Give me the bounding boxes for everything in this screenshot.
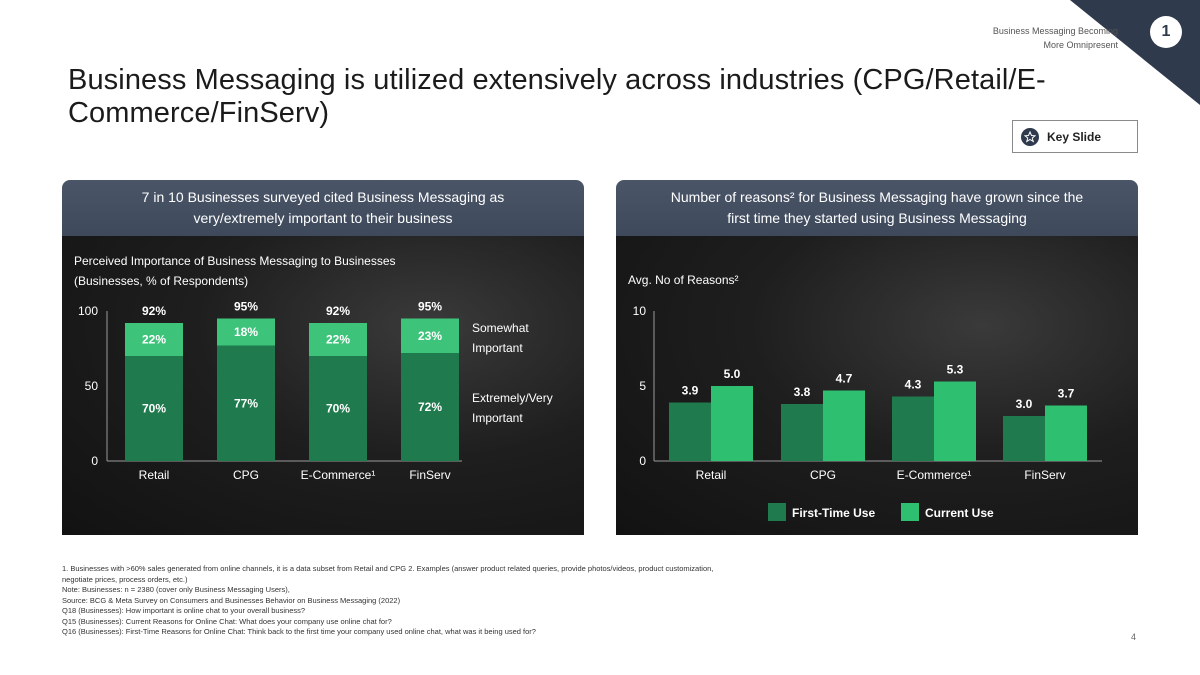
category-label: CPG <box>233 468 259 482</box>
bar-segment-extremely-important <box>217 345 275 461</box>
bar-segment-somewhat-important <box>401 318 459 353</box>
bar-current-use <box>711 386 753 461</box>
bar-current-use <box>934 381 976 461</box>
data-label: 3.7 <box>1058 387 1075 401</box>
category-label: FinServ <box>1024 468 1065 482</box>
left-chart-panel: 7 in 10 Businesses surveyed cited Busine… <box>62 180 584 535</box>
right-chart-body: Avg. No of Reasons² 0 5 10 3.9 5.0 Retail 3.8 4.… <box>616 236 1138 535</box>
data-label: 18% <box>234 325 258 339</box>
data-label: 70% <box>142 402 166 416</box>
total-label: 95% <box>418 300 442 314</box>
left-heading-line2: very/extremely important to their busine… <box>193 210 453 226</box>
legend-extremely-line2: Important <box>472 411 523 425</box>
bar-current-use <box>823 390 865 461</box>
y-tick-label: 10 <box>633 304 647 318</box>
bar-segment-somewhat-important <box>309 323 367 356</box>
data-label: 23% <box>418 329 442 343</box>
data-label: 70% <box>326 402 350 416</box>
data-label: 22% <box>142 333 166 347</box>
bar-first-time-use <box>669 402 711 461</box>
data-label: 4.3 <box>905 378 922 392</box>
footnote-line: Source: BCG & Meta Survey on Consumers a… <box>62 595 401 605</box>
category-label: E-Commerce¹ <box>301 468 376 482</box>
category-label: E-Commerce¹ <box>897 468 972 482</box>
y-tick-label: 0 <box>91 454 98 468</box>
left-panel-heading: 7 in 10 Businesses surveyed cited Busine… <box>62 180 584 236</box>
bar-current-use <box>1045 405 1087 461</box>
bar-segment-extremely-important <box>309 356 367 461</box>
right-panel-heading: Number of reasons² for Business Messagin… <box>616 180 1138 236</box>
footnote-line: Q15 (Businesses): Current Reasons for On… <box>62 616 392 626</box>
data-label: 72% <box>418 400 442 414</box>
section-label-line1: Business Messaging Becoming <box>992 26 1118 36</box>
y-tick-label: 0 <box>639 454 646 468</box>
section-label: Business Messaging Becoming More Omnipre… <box>918 24 1118 52</box>
total-label: 95% <box>234 300 258 314</box>
data-label: 3.9 <box>682 384 699 398</box>
footnote-line: Q16 (Businesses): First-Time Reasons for… <box>62 627 536 636</box>
data-label: 5.0 <box>724 367 741 381</box>
footnote-line: Note: Businesses: n = 2380 (cover only B… <box>62 585 290 594</box>
y-axis-title: Avg. No of Reasons² <box>628 273 739 287</box>
footnotes: 1. Businesses with >60% sales generated … <box>62 564 962 638</box>
bar-first-time-use <box>781 404 823 461</box>
y-tick-label: 5 <box>639 379 646 393</box>
category-label: Retail <box>139 468 170 482</box>
data-label: 3.0 <box>1016 397 1033 411</box>
data-label: 22% <box>326 333 350 347</box>
bar-segment-somewhat-important <box>217 318 275 346</box>
section-label-line2: More Omnipresent <box>1043 40 1118 50</box>
total-label: 92% <box>142 304 166 318</box>
page-title: Business Messaging is utilized extensive… <box>68 64 1046 129</box>
page-badge: 1 <box>1150 16 1182 48</box>
slide-number: 4 <box>1130 632 1136 642</box>
data-label: 5.3 <box>947 363 964 377</box>
footnote-line: negotiate prices, process orders, etc.) <box>62 574 188 584</box>
legend-swatch-first-time <box>768 503 786 521</box>
left-heading-line1: 7 in 10 Businesses surveyed cited Busine… <box>141 189 505 205</box>
importance-chart: Perceived Importance of Business Messagi… <box>74 254 553 482</box>
right-heading-line2: first time they started using Business M… <box>727 210 1027 226</box>
bar-first-time-use <box>892 396 934 461</box>
footnote-line: Q18 (Businesses): How important is onlin… <box>62 606 306 615</box>
data-label: 3.8 <box>794 385 811 399</box>
category-label: CPG <box>810 468 836 482</box>
left-chart-body: Perceived Importance of Business Messagi… <box>62 236 584 535</box>
chart-subtitle: (Businesses, % of Respondents) <box>74 274 248 288</box>
star-icon <box>1021 127 1039 146</box>
y-tick-label: 50 <box>85 379 99 393</box>
legend-extremely-line1: Extremely/Very <box>472 391 553 405</box>
key-slide-label: Key Slide <box>1047 129 1102 144</box>
key-slide-button[interactable]: Key Slide <box>1012 120 1138 153</box>
bar-segment-extremely-important <box>125 356 183 461</box>
legend-somewhat-line1: Somewhat <box>472 321 529 335</box>
right-chart-panel: Number of reasons² for Business Messagin… <box>616 180 1138 535</box>
bar-segment-somewhat-important <box>125 323 183 356</box>
bar-segment-extremely-important <box>401 353 459 461</box>
category-label: Retail <box>696 468 727 482</box>
legend-swatch-current <box>901 503 919 521</box>
footnote-line: 1. Businesses with >60% sales generated … <box>62 564 714 573</box>
reasons-chart: Avg. No of Reasons² 0 5 10 3.9 5.0 Retail 3.8 4.… <box>628 273 1102 521</box>
legend-label-current: Current Use <box>925 506 994 520</box>
data-label: 77% <box>234 396 258 410</box>
y-tick-label: 100 <box>78 304 98 318</box>
legend-label-first-time: First-Time Use <box>792 506 875 520</box>
legend-somewhat-line2: Important <box>472 341 523 355</box>
chart-title: Perceived Importance of Business Messagi… <box>74 254 396 268</box>
total-label: 92% <box>326 304 350 318</box>
bar-first-time-use <box>1003 416 1045 461</box>
right-heading-line1: Number of reasons² for Business Messagin… <box>670 189 1084 205</box>
category-label: FinServ <box>409 468 450 482</box>
data-label: 4.7 <box>836 372 853 386</box>
